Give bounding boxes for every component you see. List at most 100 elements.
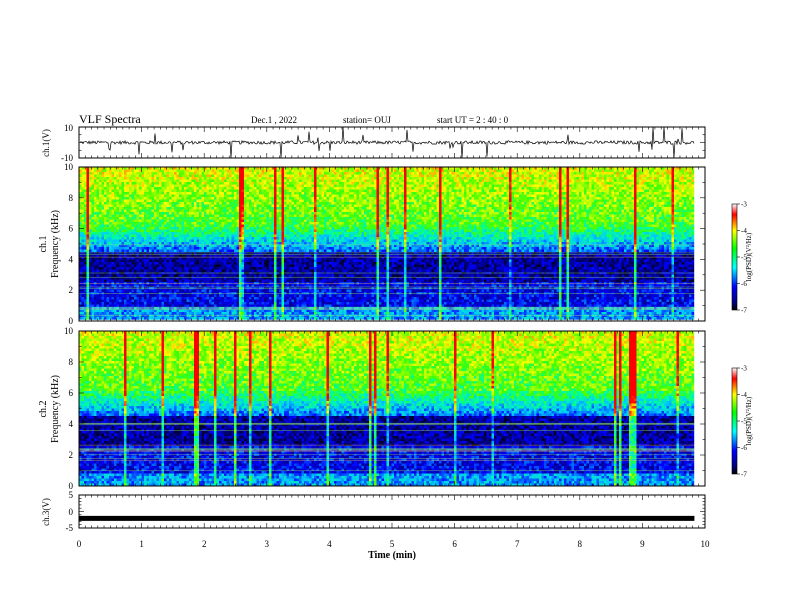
ch1-spec-cell <box>264 177 267 180</box>
ch1-spec-cell <box>637 170 640 173</box>
ch1-spec-cell <box>692 172 695 175</box>
ch1-spec-cell <box>449 172 452 175</box>
ch1-spec-cell <box>144 177 147 180</box>
ch1-spec-cell <box>682 172 685 175</box>
ch1-spec-cell <box>367 170 370 173</box>
ch1-spec-cell <box>434 172 437 175</box>
start-ut-label: start UT = 2 : 40 : 0 <box>437 115 509 125</box>
ch1-spec-cell <box>634 175 637 178</box>
ch1-spec-cell <box>172 177 175 180</box>
ch1-spec-cell <box>682 175 685 178</box>
ch1-spec-cell <box>214 177 217 180</box>
ch1-spec-cell <box>444 172 447 175</box>
ch1-spec-cell <box>357 177 360 180</box>
ch1-spec-cell <box>667 170 670 173</box>
ch1-spec-cell <box>257 175 260 178</box>
ch1-spec-cell <box>469 172 472 175</box>
ch1-spec-cell <box>634 172 637 175</box>
ch1-spec-cell <box>659 172 662 175</box>
ch1-spec-cell <box>624 175 627 178</box>
ch1-spec-cell <box>147 175 150 178</box>
ch1-spec-cell <box>337 177 340 180</box>
ch1-spec-cell <box>142 175 145 178</box>
ch1-spec-cell <box>562 175 565 178</box>
ch1-spec-cell <box>644 172 647 175</box>
ch1-spec-cell <box>94 172 97 175</box>
ch1-spec-cell <box>199 172 202 175</box>
ch1-spec-cell <box>662 170 665 173</box>
ch1-spec-cell <box>127 175 130 178</box>
ch1-spec-cell <box>164 175 167 178</box>
ch1-spec-cell <box>592 172 595 175</box>
ch1-spec-cell <box>439 177 442 180</box>
ch1-spec-cell <box>522 170 525 173</box>
ch1-spec-cell <box>219 172 222 175</box>
ch1-spec-cell <box>302 172 305 175</box>
ch1-spec-cell <box>319 177 322 180</box>
ch1-spec-cell <box>387 177 390 180</box>
ch1-spec-cell <box>572 175 575 178</box>
ch1-spec-cell <box>224 172 227 175</box>
ch1-spec-cell <box>237 170 240 173</box>
ch1-spec-cell <box>339 172 342 175</box>
ch1-spec-cell <box>179 175 182 178</box>
ch1-spec-cell <box>379 172 382 175</box>
ch1-spec-cell <box>229 170 232 173</box>
ch1-spec-cell <box>614 175 617 178</box>
ch1-spec-cell <box>224 175 227 178</box>
ch1-spec-cell <box>332 170 335 173</box>
ch1-spec-cell <box>377 177 380 180</box>
ch1-spec-cell <box>142 170 145 173</box>
ch1-spectrogram <box>79 167 694 320</box>
ch1-spec-cell <box>632 172 635 175</box>
ch1-spec-cell <box>192 172 195 175</box>
ch1-spec-cell <box>327 177 330 180</box>
ch1-spec-cell <box>444 170 447 173</box>
ch1-spec-cell <box>379 175 382 178</box>
ch1-spec-cell <box>659 175 662 178</box>
ch1-spec-cell <box>359 172 362 175</box>
ch1-spec-cell <box>384 170 387 173</box>
ch1-spec-cell <box>579 170 582 173</box>
ch1-spec-cell <box>259 175 262 178</box>
ch1-spec-cell <box>467 175 470 178</box>
ch1-spec-cell <box>547 172 550 175</box>
ch1-spec-cell <box>544 170 547 173</box>
ch1-spec-cell <box>327 175 330 178</box>
ch1-spec-cell <box>599 175 602 178</box>
ch1-spec-cell <box>214 170 217 173</box>
ch1-spec-cell <box>229 177 232 180</box>
ch1-spec-cell <box>464 172 467 175</box>
ch1-spec-cell <box>462 172 465 175</box>
ch1-spec-cell <box>404 175 407 178</box>
ch1-spec-cell <box>429 177 432 180</box>
ch1-spec-cell <box>654 175 657 178</box>
ch1-spec-cell <box>102 177 105 180</box>
ch1-spec-cell <box>547 170 550 173</box>
ch1-spec-cell <box>309 177 312 180</box>
ch1-spec-cell <box>467 170 470 173</box>
ch1-spec-cell <box>614 172 617 175</box>
ch1-spec-cell <box>154 177 157 180</box>
ch1-spec-cell <box>572 170 575 173</box>
ch1-spec-cell <box>364 177 367 180</box>
ch1-spec-cell <box>669 175 672 178</box>
ch1-spec-cell <box>569 172 572 175</box>
ch1-spec-cell <box>172 172 175 175</box>
ch1-spec-cell <box>119 175 122 178</box>
ch1-spec-cell <box>429 172 432 175</box>
ch1-spec-cell <box>524 170 527 173</box>
ch1-spec-cell <box>204 175 207 178</box>
ch1-spec-cell <box>689 172 692 175</box>
ch1-spec-cell <box>324 177 327 180</box>
ch1-spec-cell <box>167 177 170 180</box>
ch1-spec-cell <box>154 175 157 178</box>
ch1-spec-cell <box>307 177 310 180</box>
ch1-spec-cell <box>654 170 657 173</box>
ch1-spec-cell <box>372 172 375 175</box>
ch1-spec-cell <box>274 175 277 178</box>
ch1-spec-cell <box>689 170 692 173</box>
ch1-spec-cell <box>427 175 430 178</box>
ch1-spec-cell <box>267 175 270 178</box>
ch1-spec-cell <box>189 170 192 173</box>
